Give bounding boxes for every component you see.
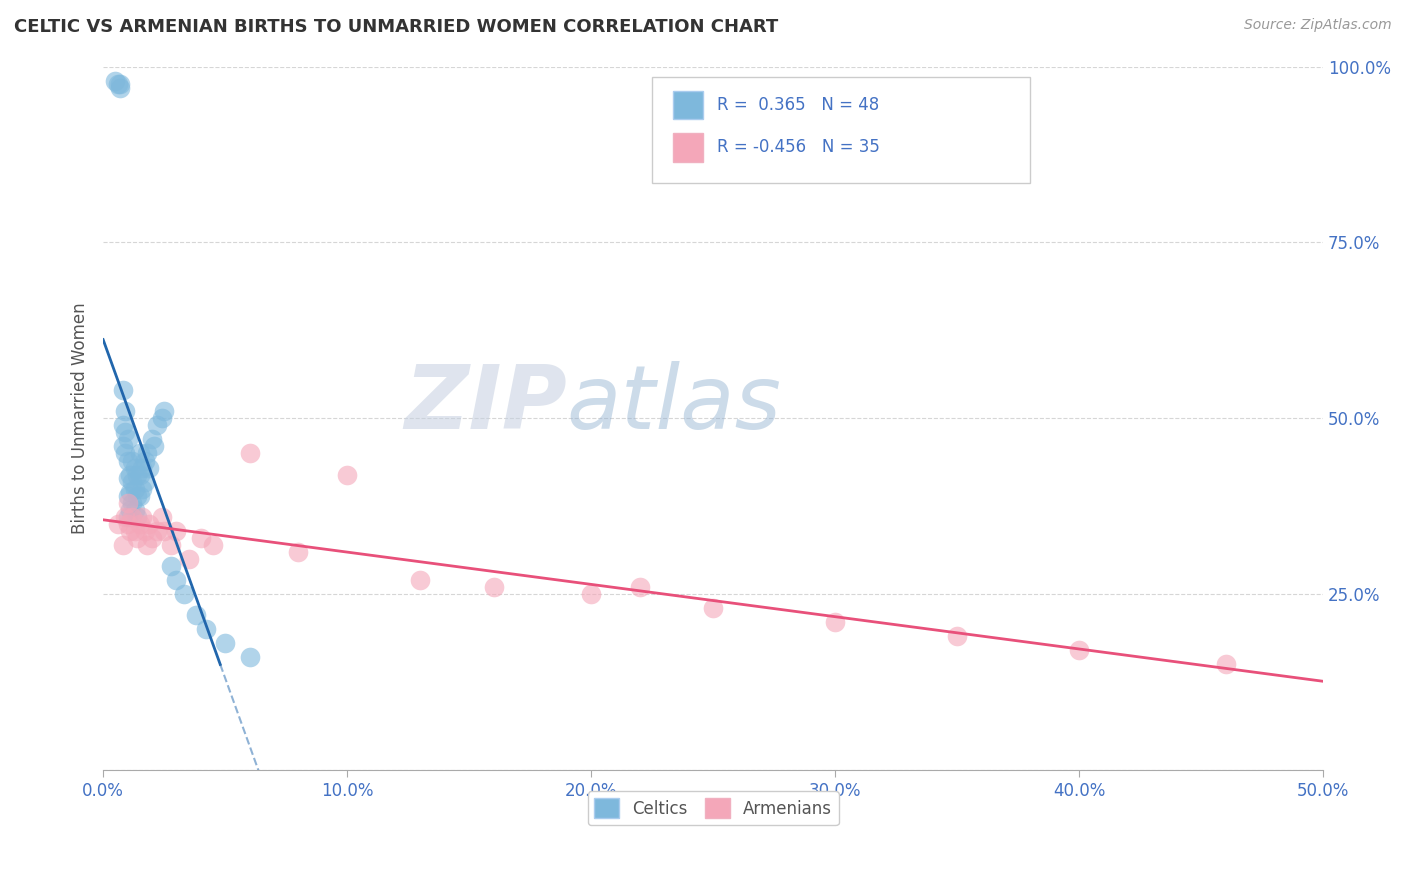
Point — [160, 559, 183, 574]
Point — [121, 453, 143, 467]
Point — [128, 516, 150, 531]
Point — [128, 489, 150, 503]
Point — [136, 538, 159, 552]
Point — [124, 482, 146, 496]
Point — [134, 524, 156, 538]
Point — [114, 425, 136, 440]
Point — [124, 524, 146, 538]
Point — [114, 509, 136, 524]
Point — [238, 446, 260, 460]
Point — [143, 439, 166, 453]
Point — [579, 587, 602, 601]
Point — [127, 467, 149, 482]
Point — [121, 496, 143, 510]
Point — [124, 460, 146, 475]
Point — [946, 629, 969, 643]
Point — [184, 608, 207, 623]
Point — [131, 482, 153, 496]
Point — [127, 489, 149, 503]
Point — [177, 552, 200, 566]
Point — [104, 73, 127, 87]
Point — [628, 580, 651, 594]
Point — [117, 433, 139, 447]
Point — [141, 433, 163, 447]
Point — [121, 475, 143, 489]
Point — [138, 460, 160, 475]
Point — [127, 509, 149, 524]
Point — [131, 509, 153, 524]
Point — [146, 418, 169, 433]
FancyBboxPatch shape — [652, 77, 1031, 183]
Point — [238, 650, 260, 665]
Point — [114, 446, 136, 460]
Text: R =  0.365   N = 48: R = 0.365 N = 48 — [717, 96, 879, 114]
Text: R = -0.456   N = 35: R = -0.456 N = 35 — [717, 138, 880, 156]
Point — [287, 545, 309, 559]
Point — [824, 615, 846, 630]
Point — [201, 538, 224, 552]
Point — [128, 467, 150, 482]
Point — [117, 516, 139, 531]
Point — [150, 509, 173, 524]
Point — [118, 502, 141, 516]
Point — [165, 573, 187, 587]
Point — [131, 460, 153, 475]
Point — [214, 636, 236, 650]
Point — [111, 439, 134, 453]
Point — [190, 531, 212, 545]
Text: ZIP: ZIP — [404, 360, 567, 448]
Point — [107, 516, 129, 531]
Point — [118, 485, 141, 500]
Point — [153, 524, 176, 538]
Bar — [673, 134, 703, 161]
Point — [111, 383, 134, 397]
Point — [194, 623, 217, 637]
Point — [165, 524, 187, 538]
Point — [111, 538, 134, 552]
Point — [150, 411, 173, 425]
Point — [409, 573, 432, 587]
Point — [128, 446, 150, 460]
Point — [702, 601, 724, 615]
Point — [118, 467, 141, 482]
Point — [117, 496, 139, 510]
Point — [117, 509, 139, 524]
Bar — [673, 91, 703, 120]
Text: CELTIC VS ARMENIAN BIRTHS TO UNMARRIED WOMEN CORRELATION CHART: CELTIC VS ARMENIAN BIRTHS TO UNMARRIED W… — [14, 18, 779, 36]
Point — [107, 77, 129, 91]
Point — [118, 524, 141, 538]
Point — [114, 404, 136, 418]
Point — [136, 446, 159, 460]
Point — [121, 509, 143, 524]
Point — [117, 489, 139, 503]
Point — [124, 502, 146, 516]
Point — [134, 475, 156, 489]
Text: Source: ZipAtlas.com: Source: ZipAtlas.com — [1244, 18, 1392, 32]
Point — [108, 77, 131, 91]
Point — [336, 467, 359, 482]
Point — [111, 418, 134, 433]
Point — [173, 587, 195, 601]
Point — [482, 580, 505, 594]
Point — [117, 471, 139, 485]
Point — [146, 524, 169, 538]
Point — [134, 453, 156, 467]
Point — [108, 80, 131, 95]
Point — [141, 531, 163, 545]
Point — [127, 531, 149, 545]
Y-axis label: Births to Unmarried Women: Births to Unmarried Women — [72, 302, 89, 534]
Point — [1215, 657, 1237, 672]
Point — [1069, 643, 1091, 657]
Point — [138, 516, 160, 531]
Point — [160, 538, 183, 552]
Point — [153, 404, 176, 418]
Legend: Celtics, Armenians: Celtics, Armenians — [588, 791, 838, 825]
Point — [117, 453, 139, 467]
Text: atlas: atlas — [567, 361, 782, 447]
